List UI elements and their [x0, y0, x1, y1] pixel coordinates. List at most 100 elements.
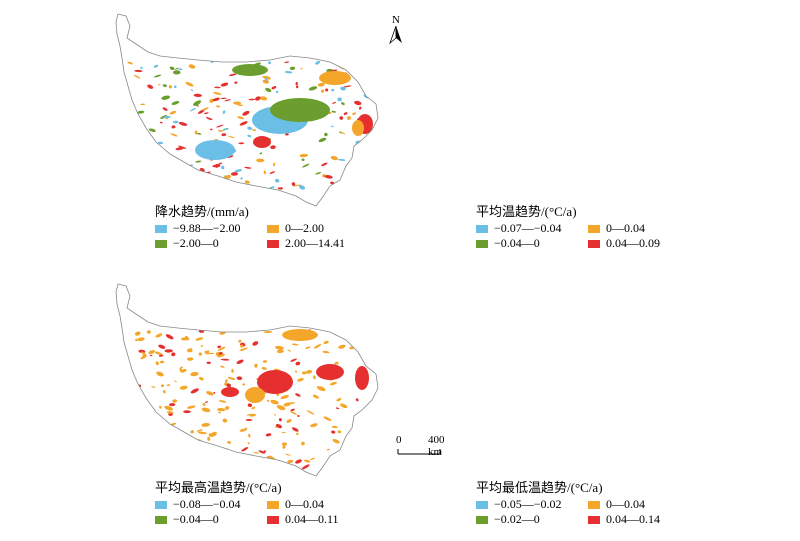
trend-patch: [201, 407, 211, 413]
trend-patch: [322, 350, 330, 354]
trend-patch: [145, 474, 149, 476]
trend-patch: [340, 474, 348, 476]
trend-patch: [237, 116, 245, 120]
trend-cluster: [319, 71, 351, 85]
trend-patch: [252, 341, 259, 346]
trend-cluster: [657, 108, 673, 132]
trend-patch: [184, 198, 191, 203]
north-arrow-icon: [389, 25, 402, 45]
trend-patch: [321, 89, 325, 93]
trend-patch: [315, 60, 321, 65]
trend-patch: [177, 145, 187, 149]
trend-patch: [291, 343, 299, 346]
trend-patch: [280, 395, 289, 399]
trend-patch: [173, 70, 181, 75]
legend-item: 0—0.04: [588, 497, 700, 512]
trend-patch: [268, 61, 271, 65]
trend-cluster: [245, 387, 265, 403]
scale-bar-line: [397, 449, 441, 455]
trend-patch: [253, 199, 261, 204]
trend-patch: [337, 430, 342, 434]
trend-patch: [202, 177, 206, 181]
trend-patch: [175, 67, 179, 70]
trend-patch: [172, 120, 179, 124]
trend-patch: [258, 450, 266, 454]
trend-patch: [160, 384, 165, 388]
trend-patch: [364, 161, 371, 166]
trend-patch: [210, 61, 214, 64]
trend-patch: [189, 107, 197, 112]
trend-patch: [236, 359, 244, 364]
trend-patch: [312, 394, 319, 399]
trend-patch: [154, 154, 159, 157]
trend-patch: [134, 469, 140, 473]
trend-patch: [218, 411, 221, 414]
trend-patch: [303, 459, 311, 463]
trend-patch: [313, 375, 316, 380]
trend-patch: [131, 398, 137, 404]
trend-patch: [144, 196, 148, 199]
trend-patch: [263, 331, 273, 334]
trend-patch: [236, 458, 242, 464]
trend-patch: [136, 171, 140, 175]
trend-patch: [198, 376, 204, 381]
trend-patch: [224, 196, 230, 201]
trend-patch: [214, 86, 221, 89]
trend-patch: [132, 458, 135, 462]
trend-patch: [306, 410, 315, 415]
trend-patch: [143, 169, 147, 172]
trend-patch: [164, 461, 171, 466]
legend-label: −0.08—−0.04: [173, 497, 241, 511]
trend-patch: [259, 152, 263, 155]
trend-patch: [144, 419, 151, 422]
trend-patch: [285, 453, 291, 456]
trend-patch: [190, 430, 194, 434]
legend-swatch: [267, 224, 279, 233]
scale-bar: 0 400 km: [396, 434, 456, 458]
trend-patch: [330, 155, 339, 161]
trend-patch: [238, 142, 245, 145]
trend-patch: [168, 194, 176, 199]
trend-patch: [331, 88, 335, 92]
trend-patch: [266, 455, 276, 460]
trend-patch: [284, 61, 290, 64]
trend-patch: [249, 413, 257, 417]
trend-cluster: [588, 328, 616, 344]
trend-patch: [335, 462, 340, 466]
panel-min-temp-trend: 平均最低温趋势/(°C/a) −0.05—−0.02 0—0.04 −0.02—…: [400, 270, 800, 540]
trend-cluster: [612, 362, 648, 382]
trend-patch: [169, 435, 173, 439]
trend-patch: [365, 336, 374, 341]
trend-patch: [331, 110, 336, 113]
trend-patch: [220, 97, 227, 100]
trend-patch: [276, 405, 286, 411]
trend-patch: [281, 431, 286, 434]
trend-patch: [159, 446, 169, 448]
trend-patch: [159, 405, 162, 409]
trend-patch: [366, 93, 374, 96]
trend-patch: [283, 402, 292, 407]
trend-patch: [193, 171, 199, 175]
trend-patch: [274, 178, 280, 183]
trend-patch: [265, 433, 272, 437]
trend-patch: [168, 85, 173, 89]
legend-label: 0.04—0.11: [285, 512, 339, 526]
trend-patch: [155, 180, 158, 184]
trend-patch: [143, 176, 151, 181]
trend-cluster: [195, 140, 235, 160]
trend-patch: [230, 172, 239, 176]
trend-patch: [239, 347, 248, 352]
trend-patch: [227, 155, 234, 159]
plateau-outline: [115, 13, 379, 207]
legend-swatch: [476, 239, 488, 248]
trend-patch: [354, 190, 364, 194]
trend-patch: [224, 406, 230, 410]
trend-patch: [217, 345, 222, 349]
trend-patch: [332, 438, 340, 444]
trend-patch: [227, 376, 236, 380]
trend-patch: [341, 102, 345, 106]
trend-patch: [222, 110, 226, 114]
trend-patch: [254, 363, 258, 368]
trend-patch: [189, 348, 193, 353]
trend-patch: [317, 82, 325, 87]
